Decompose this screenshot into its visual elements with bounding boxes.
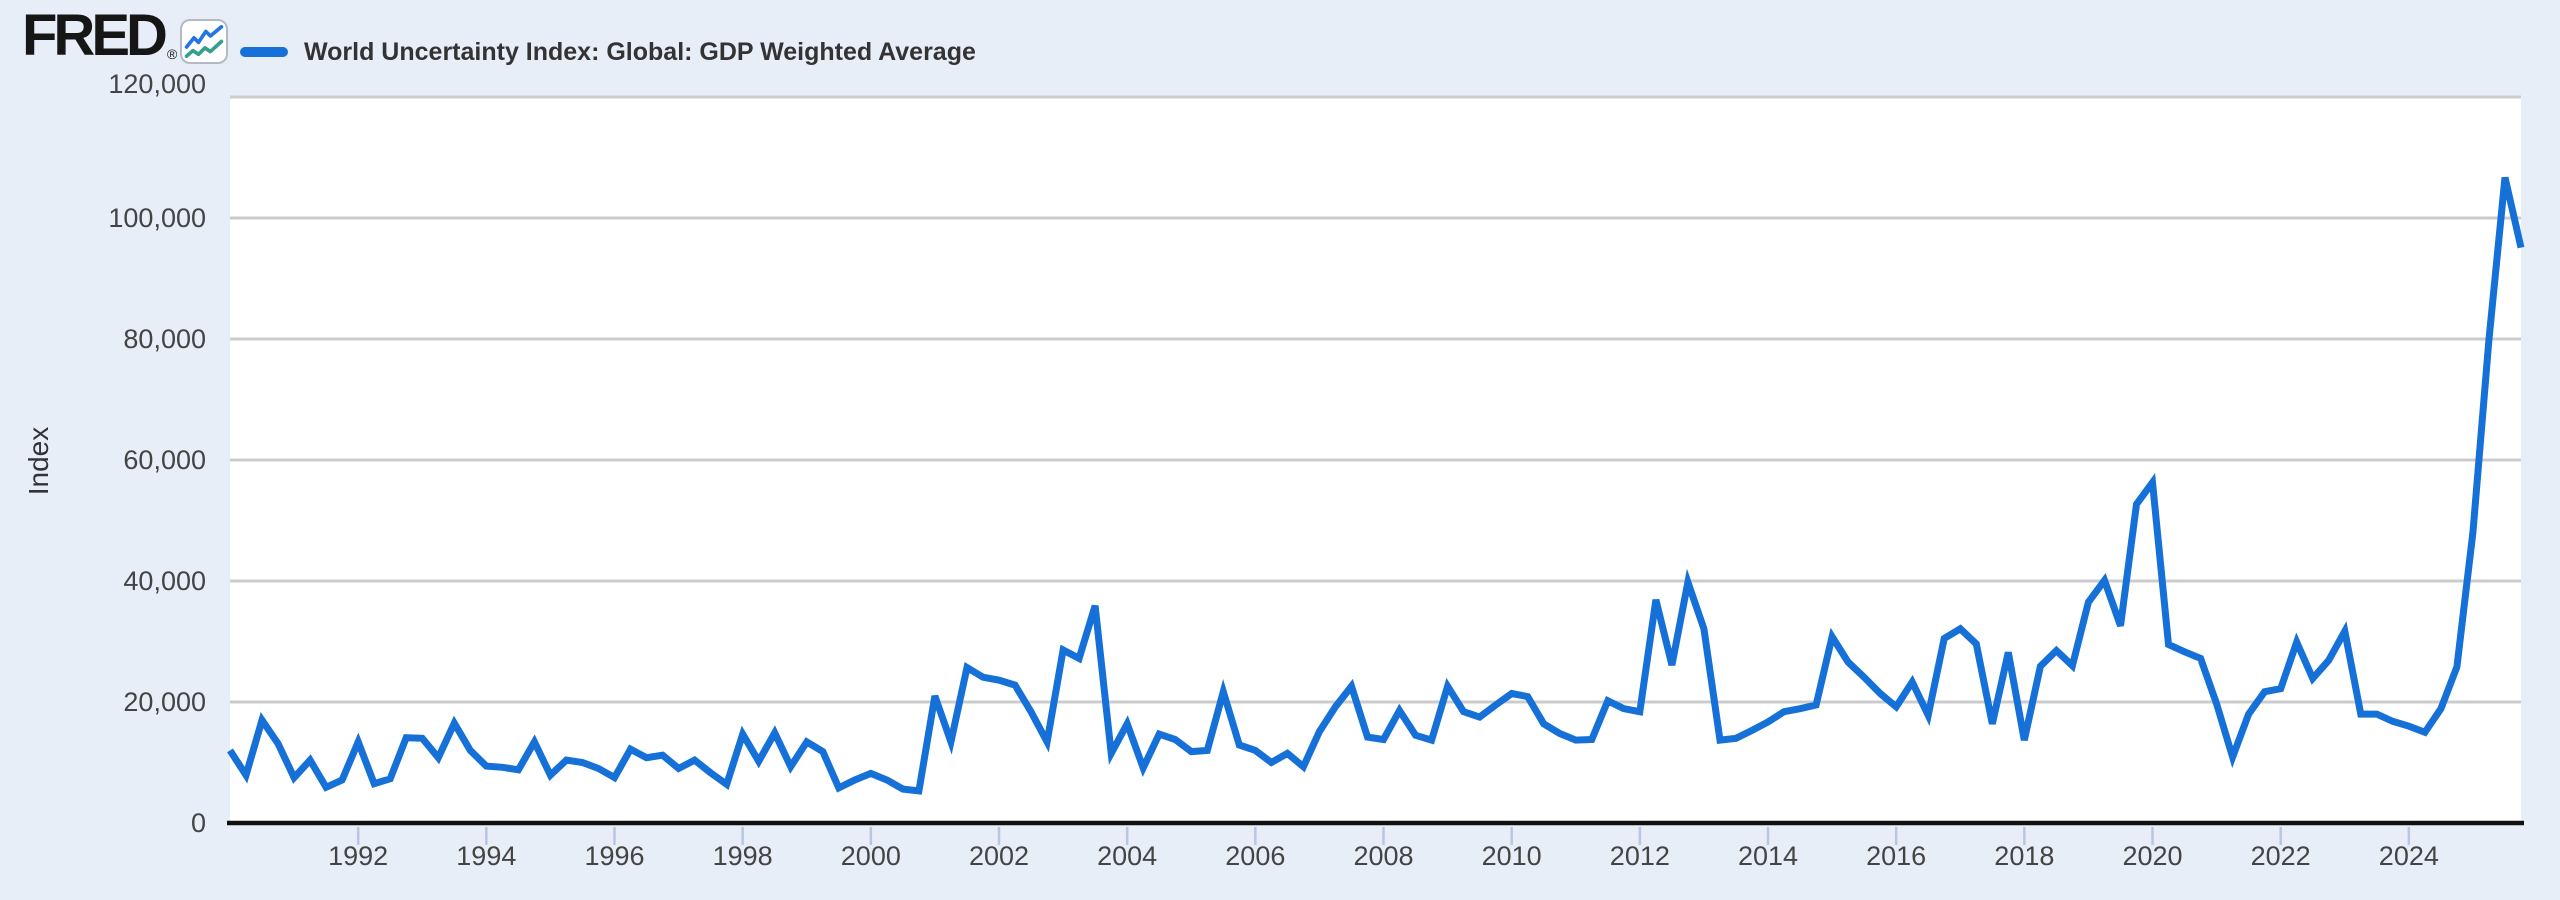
x-tick-label: 2000: [840, 841, 901, 871]
x-tick-marks: [356, 827, 2411, 845]
gridlines: [230, 95, 2521, 704]
legend-series-label: World Uncertainty Index: Global: GDP Wei…: [304, 37, 976, 66]
x-tick-label: 2014: [1737, 841, 1799, 871]
y-tick-label: 0: [190, 808, 206, 838]
fred-icon-zigzags: [184, 25, 224, 58]
x-tick-label: 2016: [1866, 841, 1927, 871]
x-tick-label: 2020: [2122, 841, 2183, 871]
legend: World Uncertainty Index: Global: GDP Wei…: [240, 32, 976, 72]
x-tick-label: 2022: [2250, 841, 2311, 871]
x-tick-label: 2012: [1609, 841, 1670, 871]
fred-logo: FRED: [22, 3, 168, 68]
series-line: [227, 176, 2525, 795]
x-tick-label: 1998: [712, 841, 773, 871]
x-tick-label: 2010: [1481, 841, 1542, 871]
x-tick-label: 2002: [968, 841, 1030, 871]
icon-blue-line: [184, 25, 224, 49]
legend-line-swatch: [240, 47, 288, 57]
x-tick-label: 2024: [2378, 841, 2439, 871]
fred-line-chart-icon: [180, 19, 228, 64]
x-tick-label: 1996: [584, 841, 645, 871]
y-tick-label: 20,000: [123, 687, 206, 717]
x-tick-label: 2018: [1994, 841, 2055, 871]
y-tick-label: 60,000: [123, 445, 206, 475]
registered-trademark-mark: ®: [167, 46, 178, 62]
y-tick-label: 40,000: [123, 566, 206, 596]
y-tick-label: 80,000: [123, 324, 206, 354]
y-tick-label: 100,000: [108, 203, 206, 233]
x-tick-label: 1994: [456, 841, 517, 871]
y-tick-label: 120,000: [108, 69, 206, 99]
x-tick-label: 1992: [328, 841, 389, 871]
icon-teal-line: [184, 39, 224, 58]
x-tick-label: 2006: [1225, 841, 1286, 871]
x-tick-label: 2004: [1097, 841, 1158, 871]
x-tick-label: 2008: [1353, 841, 1414, 871]
